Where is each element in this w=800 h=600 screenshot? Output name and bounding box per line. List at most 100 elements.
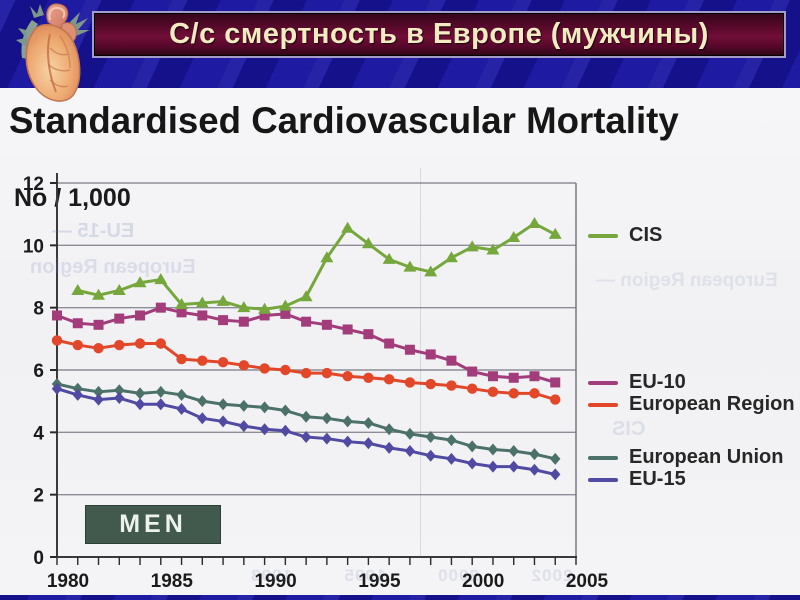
data-point-marker <box>175 298 189 310</box>
data-point-marker <box>529 388 540 399</box>
data-point-marker <box>529 371 540 382</box>
data-point-marker <box>424 265 438 277</box>
data-point-marker <box>238 399 250 412</box>
data-point-marker <box>508 445 519 458</box>
data-point-marker <box>280 404 291 417</box>
legend-label: European Region <box>629 393 795 415</box>
data-point-marker <box>425 378 436 390</box>
data-point-marker <box>134 387 146 400</box>
legend-item-european-union: European Union <box>588 446 783 469</box>
data-point-marker <box>155 398 166 411</box>
data-point-marker <box>238 316 249 327</box>
data-point-marker <box>342 324 353 335</box>
data-point-marker <box>363 416 374 429</box>
data-point-marker <box>383 423 395 436</box>
data-point-marker <box>300 431 312 444</box>
data-point-marker <box>487 460 499 473</box>
y-axis-unit-label: No / 1,000 <box>14 184 131 212</box>
data-point-marker <box>508 460 519 473</box>
series-line-cis <box>77 222 556 311</box>
men-annotation-label: MEN <box>119 510 187 538</box>
y-tick-label: 12 <box>23 174 44 195</box>
data-point-marker <box>425 449 436 462</box>
data-point-marker <box>135 310 146 321</box>
data-point-marker <box>197 310 208 321</box>
data-point-marker <box>487 386 499 398</box>
data-point-marker <box>176 402 187 415</box>
data-point-marker <box>197 412 208 425</box>
data-point-marker <box>258 302 272 314</box>
data-point-marker <box>342 371 353 382</box>
data-point-marker <box>467 383 478 394</box>
data-point-marker <box>320 251 334 263</box>
data-point-marker <box>403 260 417 272</box>
data-point-marker <box>155 302 166 313</box>
data-point-marker <box>342 415 353 428</box>
legend-item-cis: CIS <box>588 224 662 247</box>
data-point-marker <box>72 382 83 395</box>
heart-icon <box>16 3 90 102</box>
data-point-marker <box>384 338 395 349</box>
data-point-marker <box>216 294 230 306</box>
data-point-marker <box>363 329 374 340</box>
data-point-marker <box>195 296 209 308</box>
data-point-marker <box>218 315 229 326</box>
chart-panel: Standardised Cardiovascular Mortality No… <box>0 88 800 595</box>
data-point-marker <box>467 366 478 377</box>
y-tick-label: 4 <box>33 423 44 444</box>
legend-label: European Union <box>629 446 784 468</box>
data-point-marker <box>280 308 291 319</box>
legend-label: EU-15 <box>629 468 686 490</box>
data-point-marker <box>382 252 396 264</box>
heart-image <box>4 0 108 108</box>
data-point-marker <box>114 339 125 351</box>
data-point-marker <box>217 415 229 428</box>
data-point-marker <box>197 395 208 408</box>
data-point-marker <box>548 227 562 239</box>
data-point-marker <box>446 380 457 391</box>
y-tick-label: 6 <box>33 361 44 382</box>
data-point-marker <box>321 319 332 330</box>
x-tick-label: 1980 <box>47 571 89 592</box>
data-point-marker <box>51 335 63 346</box>
data-point-marker <box>280 424 291 437</box>
y-tick-label: 0 <box>33 548 44 569</box>
legend-item-european-region: European Region <box>588 393 795 416</box>
data-point-marker <box>259 363 270 374</box>
data-point-marker <box>134 398 146 411</box>
legend-swatch <box>588 402 618 407</box>
data-point-marker <box>134 338 146 349</box>
data-point-marker <box>217 357 229 368</box>
data-point-marker <box>71 284 85 296</box>
data-point-marker <box>550 377 561 388</box>
data-point-marker <box>217 398 229 411</box>
data-point-marker <box>527 217 541 229</box>
data-point-marker <box>259 310 270 321</box>
mortality-line-chart: 0 2 4 6 8 10 12 1980 1985 1990 1995 2000 2005 <box>23 173 609 592</box>
data-point-marker <box>383 441 395 454</box>
data-point-marker <box>51 382 63 395</box>
data-point-marker <box>278 299 292 311</box>
data-point-marker <box>404 377 416 388</box>
data-point-marker <box>446 434 457 447</box>
data-point-marker <box>467 440 478 453</box>
data-point-marker <box>550 468 561 481</box>
data-point-marker <box>508 372 519 383</box>
data-point-marker <box>321 412 333 425</box>
data-point-marker <box>300 367 312 379</box>
legend-label: EU-10 <box>629 371 686 393</box>
data-point-marker <box>93 319 104 330</box>
legend-label: CIS <box>629 224 663 246</box>
data-point-marker <box>425 349 436 360</box>
men-annotation-box: MEN <box>85 505 221 544</box>
data-point-marker <box>465 240 479 252</box>
data-point-marker <box>486 243 500 255</box>
data-point-marker <box>361 237 375 249</box>
data-point-marker <box>342 435 353 448</box>
data-point-marker <box>72 388 83 401</box>
data-point-marker <box>155 385 166 398</box>
data-point-marker <box>114 384 125 397</box>
legend-swatch <box>588 455 618 460</box>
data-point-marker <box>72 339 83 351</box>
data-point-marker <box>238 360 250 371</box>
